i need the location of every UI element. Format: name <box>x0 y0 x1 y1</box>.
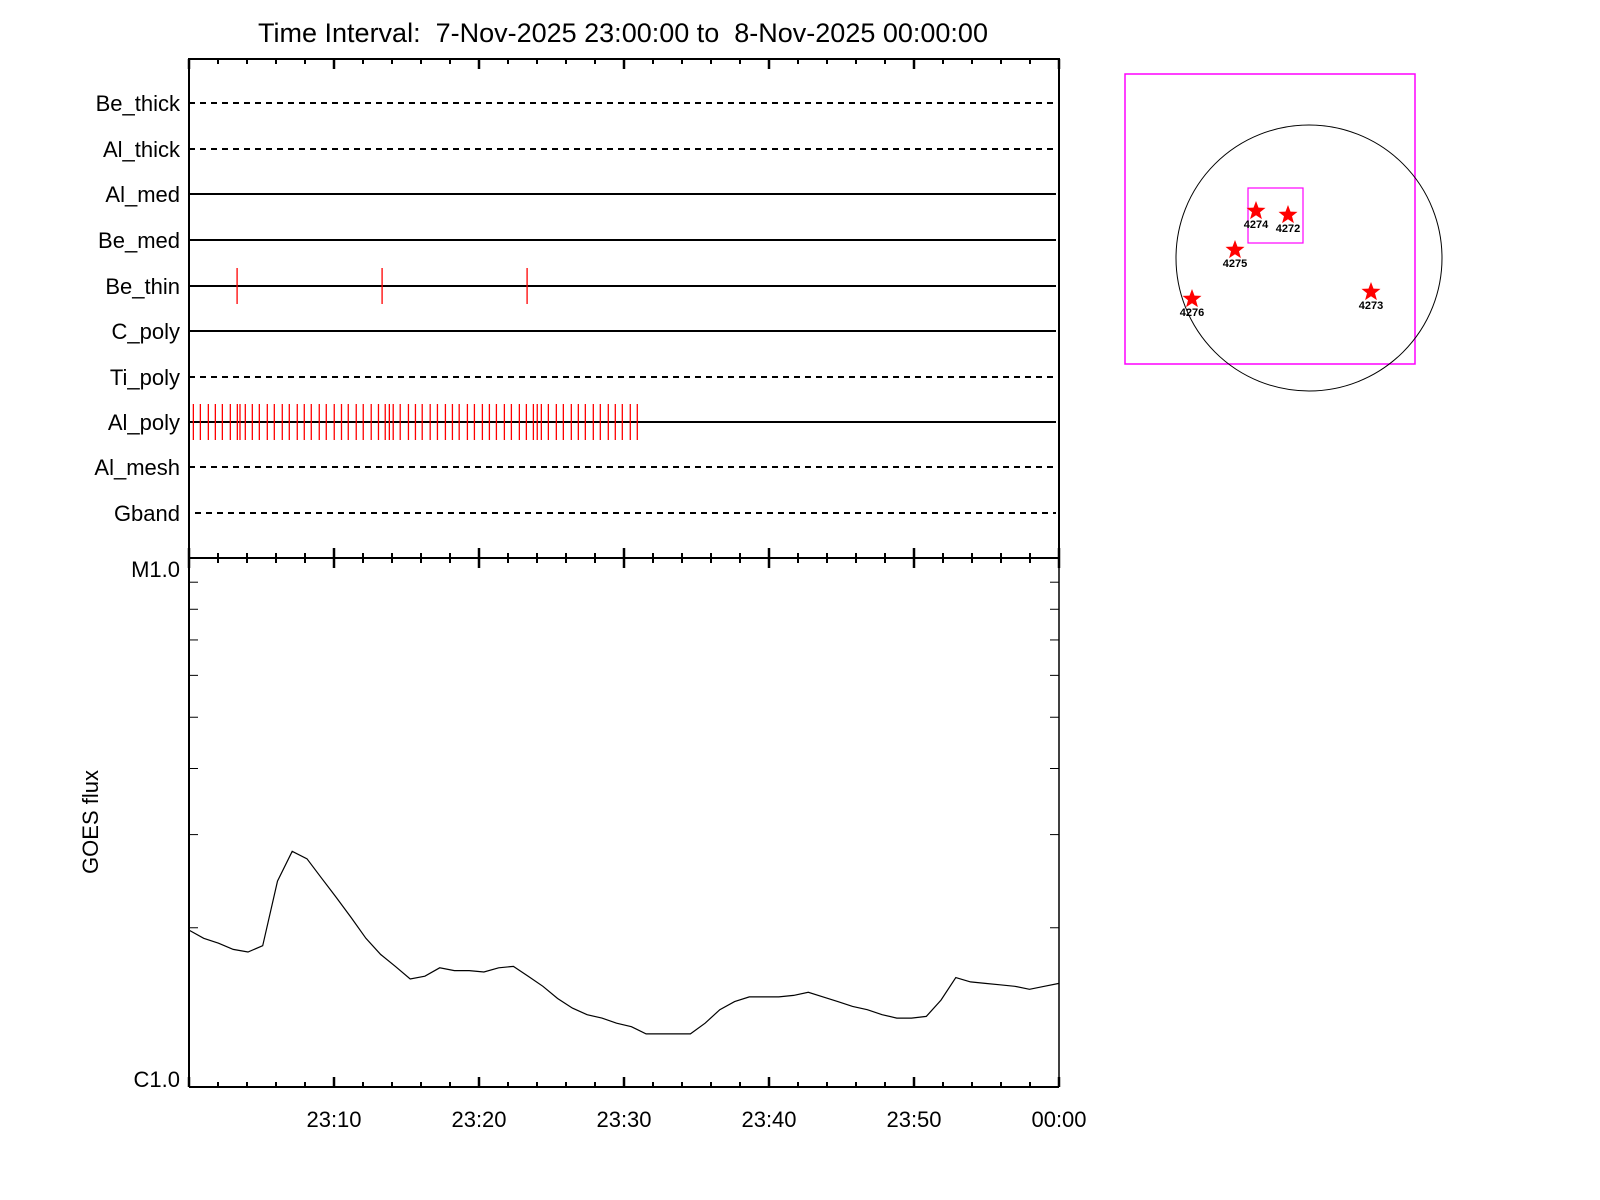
sun-map: 4274 4272 4275 4276 4273 <box>1124 73 1443 392</box>
region-label: 4272 <box>1276 223 1300 235</box>
row-al-thick: Al_thick <box>103 137 1056 162</box>
target-box <box>1247 187 1304 244</box>
active-region-4276: 4276 <box>1180 289 1204 319</box>
row-ti-poly: Ti_poly <box>110 365 1056 390</box>
x-tick-label: 00:00 <box>1031 1107 1086 1132</box>
x-tick-label: 23:50 <box>886 1107 941 1132</box>
row-label: Ti_poly <box>110 365 180 390</box>
region-label: 4276 <box>1180 307 1204 319</box>
raster-frame <box>188 58 1060 559</box>
x-tick-label: 23:40 <box>741 1107 796 1132</box>
solar-limb <box>1175 124 1443 392</box>
y-tick-label-bottom: C1.0 <box>134 1067 180 1092</box>
y-axis-label: GOES flux <box>78 770 103 874</box>
x-tick-label: 23:30 <box>596 1107 651 1132</box>
row-gband: Gband <box>114 501 1056 526</box>
row-label: C_poly <box>112 319 180 344</box>
row-label: Al_poly <box>108 410 180 435</box>
star-icon <box>1182 289 1202 308</box>
star-icon <box>1225 240 1245 259</box>
field-of-view-box <box>1124 73 1416 365</box>
star-icon <box>1361 282 1381 301</box>
row-label: Al_med <box>105 182 180 207</box>
row-be-thick: Be_thick <box>96 91 1056 116</box>
star-icon <box>1246 201 1266 220</box>
row-label: Be_thin <box>105 274 180 299</box>
row-label: Be_thick <box>96 91 181 116</box>
goes-flux-line <box>188 850 1060 1035</box>
row-label: Al_thick <box>103 137 181 162</box>
x-tick-label: 23:10 <box>306 1107 361 1132</box>
region-label: 4273 <box>1359 300 1383 312</box>
row-al-med: Al_med <box>105 182 1056 207</box>
row-c-poly: C_poly <box>112 319 1056 344</box>
star-icon <box>1278 205 1298 224</box>
row-be-med: Be_med <box>98 228 1056 253</box>
row-al-mesh: Al_mesh <box>94 455 1056 480</box>
row-label: Be_med <box>98 228 180 253</box>
chart-title: Time Interval: 7-Nov-2025 23:00:00 to 8-… <box>258 18 988 48</box>
active-region-4275: 4275 <box>1223 240 1247 270</box>
active-region-4272: 4272 <box>1276 205 1300 235</box>
row-label: Gband <box>114 501 180 526</box>
active-region-4274: 4274 <box>1244 201 1269 231</box>
row-label: Al_mesh <box>94 455 180 480</box>
goes-flux-panel: GOES flux M1.0 C1.0 23:10 23:20 23:30 23:40… <box>78 557 1087 1132</box>
y-tick-label-top: M1.0 <box>131 557 180 582</box>
row-be-thin: Be_thin <box>105 268 1056 304</box>
row-al-poly: Al_poly <box>108 404 1056 440</box>
region-label: 4274 <box>1244 219 1269 231</box>
active-region-4273: 4273 <box>1359 282 1383 312</box>
region-label: 4275 <box>1223 258 1247 270</box>
event-raster-panel: Be_thick Al_thick Al_med Be_med Be_thin C_pol… <box>94 58 1061 568</box>
x-tick-label: 23:20 <box>451 1107 506 1132</box>
